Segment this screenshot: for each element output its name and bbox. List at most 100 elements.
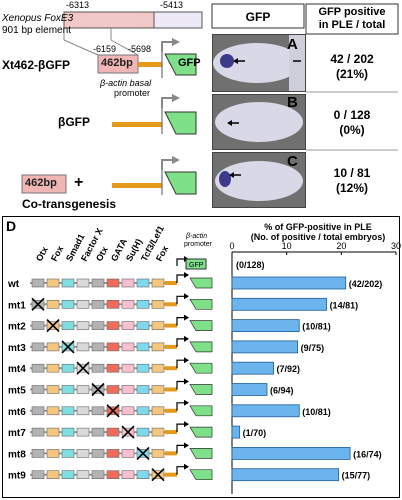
site-5-0 [31,385,45,394]
construct-b-label: βGFP [58,115,90,129]
element-name: Xenopus FoxE3 [2,13,74,24]
site-9-0 [31,470,45,480]
factor-label-1: Fox [49,244,65,263]
site-8-6 [121,449,135,458]
construct-c-label: Co-transgenesis [22,197,117,211]
site-7-4 [91,427,105,437]
count-b: 0 / 128 [333,108,371,122]
mutation-x-6 [106,404,120,418]
site-9-3 [76,470,90,480]
construct-diagram-top [21,3,399,195]
bar-wt [231,276,347,290]
row-promoter-4 [176,359,184,369]
row-promoter-6 [176,402,184,411]
row-promoter-head-9 [184,463,189,470]
row-label-6: mt6 [8,407,26,418]
row-linker-0 [165,281,177,285]
factor-label-4: Otx [94,245,110,263]
construct-main-label: Xt462-βGFP [2,58,71,72]
promoter-arrowhead-a [172,38,180,46]
site-3-7 [136,342,150,352]
gfp-box-b [164,111,197,135]
x-tick-label-3: 30 [391,241,401,251]
row-promoter-head-0 [184,272,189,278]
site-2-7 [136,321,150,330]
embryo-image-a [212,34,306,92]
row-label-0: wt [7,279,20,290]
site-6-2 [61,406,75,416]
site-3-4 [91,342,105,352]
row-promoter-9 [176,466,184,475]
row-gfp-3 [189,341,213,353]
promoter-label-1: β-actin basal [100,78,152,88]
panel-letter-c: C [287,153,298,170]
linker-b [112,122,162,127]
site-5-3 [76,385,90,394]
element-region-rest [153,11,203,29]
site-7-3 [76,427,90,437]
bar-label-wt: (42/202) [349,279,383,289]
row-gfp-5 [189,384,213,395]
bar-label-mt9: (15/77) [342,471,371,481]
site-0-6 [121,278,135,288]
site-2-5 [106,321,120,330]
promoter-arrow-b [161,97,172,108]
mutation-x-1 [31,297,45,311]
site-6-3 [76,406,90,416]
embryo-body-a [213,43,301,83]
bar-label-mt2: (10/81) [302,322,331,332]
site-1-2 [61,299,75,309]
site-5-1 [46,385,60,394]
axis-title-1: % of GFP-positive in PLE [264,222,372,232]
site-1-6 [121,299,135,309]
bar-mt8 [231,446,351,460]
sub-coord-left: -6159 [93,44,117,54]
site-4-8 [151,363,165,373]
box-462bp-a-label: 462bp [101,57,133,69]
bar-label-mt4: (7/92) [277,364,301,374]
site-4-7 [136,363,150,373]
control-promoter-arrow [176,258,184,266]
bar-mt6 [231,404,300,418]
site-6-1 [46,406,60,416]
row-promoter-head-4 [184,357,189,364]
embryo-body-b [215,102,303,142]
site-8-4 [91,449,105,458]
promoter-label-d1: β-actin [186,233,208,240]
site-6-6 [121,406,135,416]
control-gfp-box [185,258,207,270]
row-label-5: mt5 [8,386,26,397]
row-promoter-2 [176,317,184,326]
mutation-x-4 [76,361,90,375]
row-promoter-head-2 [184,314,189,321]
row-linker-9 [165,472,177,477]
row-label-2: mt2 [8,322,26,333]
site-1-7 [136,299,150,309]
control-gfp-label: GFP [189,262,204,269]
arrowhead-icon-b [227,120,232,126]
bars: (42/202) (14/81) (10/81) (9/75) (7/92) (6/94)… [231,276,383,482]
row-label-8: mt8 [8,449,26,460]
row-linker-6 [165,408,177,413]
bar-label-mt1: (14/81) [330,300,359,310]
bar-mt7 [231,425,241,439]
site-4-0 [31,363,45,373]
row-promoter-3 [176,338,184,347]
row-label-4: mt4 [8,364,26,375]
site-9-5 [106,470,120,480]
row-linker-1 [165,302,177,307]
linker-a [138,62,162,67]
site-5-8 [151,385,165,394]
site-5-6 [121,385,135,394]
row-gfp-0 [189,277,213,289]
row-gfp-8 [189,448,213,459]
row-linker-8 [165,451,177,456]
site-8-2 [61,449,75,458]
site-2-0 [31,321,45,330]
site-5-7 [136,385,150,394]
row-label-1: mt1 [8,300,26,311]
site-1-4 [91,299,105,309]
x-tick-label-2: 20 [336,241,346,251]
row-promoter-head-7 [184,421,189,428]
